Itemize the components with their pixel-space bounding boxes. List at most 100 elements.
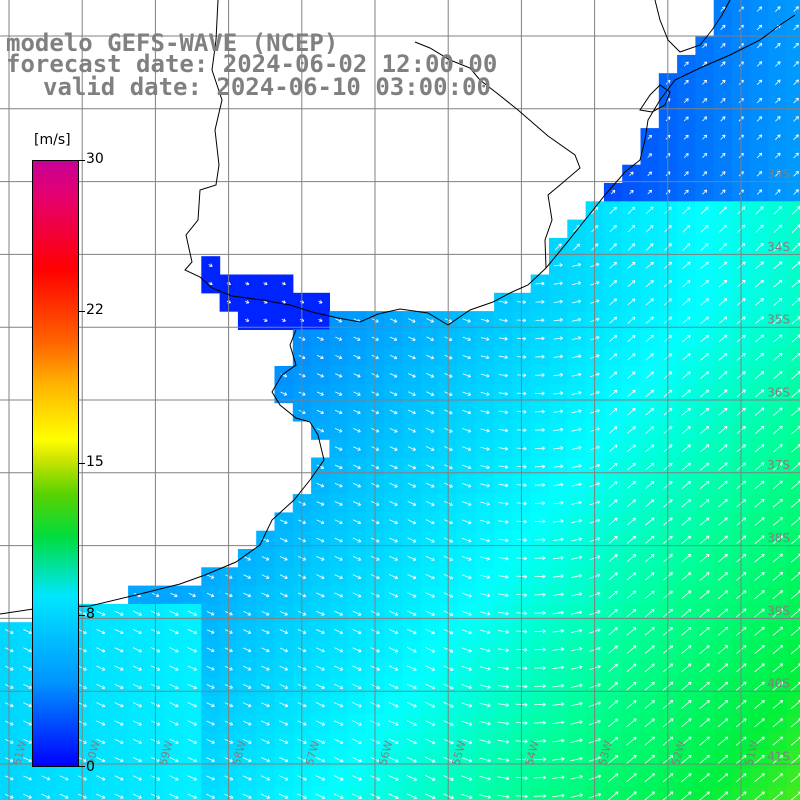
wind-arrow [702, 116, 708, 122]
wind-cell [695, 274, 715, 294]
wind-arrow [498, 373, 508, 378]
wind-arrow [627, 261, 636, 269]
wind-cell [622, 237, 642, 257]
wind-arrow [408, 318, 416, 323]
wind-cell [677, 512, 696, 532]
wind-arrow [608, 408, 618, 416]
wind-arrow [335, 318, 343, 323]
wind-cell [201, 786, 221, 800]
wind-arrow [408, 354, 416, 360]
wind-cell [713, 677, 733, 696]
wind-cell [603, 183, 623, 202]
wind-arrow [645, 243, 654, 251]
wind-cell [695, 567, 715, 587]
wind-cell [750, 420, 770, 440]
wind-arrow [793, 79, 799, 86]
wind-arrow [647, 171, 652, 177]
wind-cell [768, 54, 788, 74]
wind-cell [677, 640, 696, 660]
wind-cell [603, 567, 623, 587]
wind-arrow [407, 427, 416, 433]
wind-cell [603, 786, 623, 800]
wind-arrow [682, 206, 691, 215]
wind-arrow [773, 352, 783, 361]
wind-cell [713, 311, 733, 330]
wind-cell [713, 658, 733, 678]
wind-arrow [245, 300, 250, 304]
wind-arrow [462, 428, 472, 433]
wind-arrow [756, 43, 763, 49]
wind-cell [713, 384, 733, 404]
wind-arrow [480, 373, 490, 378]
wind-arrow [718, 224, 727, 233]
wind-cell [713, 530, 733, 550]
wind-arrow [756, 97, 763, 104]
wind-cell [549, 786, 568, 800]
wind-arrow [389, 391, 398, 396]
wind-arrow [647, 134, 652, 140]
wind-arrow [773, 371, 783, 380]
wind-arrow [353, 354, 361, 360]
wind-cell [786, 494, 800, 513]
wind-arrow [353, 428, 361, 433]
wind-arrow [681, 389, 691, 398]
wind-cell [677, 384, 696, 404]
wind-cell [603, 237, 623, 257]
wind-arrow [645, 408, 655, 416]
wind-cell [640, 237, 660, 257]
wind-arrow [645, 316, 654, 324]
wind-cell [36, 786, 56, 800]
wind-cell [695, 201, 715, 221]
wind-cell [622, 402, 642, 422]
wind-arrow [775, 116, 781, 122]
wind-cell [713, 695, 733, 715]
wind-arrow [755, 242, 764, 252]
wind-arrow [718, 334, 728, 343]
wind-arrow [682, 243, 691, 251]
wind-arrow [645, 261, 654, 269]
wind-arrow [498, 410, 508, 415]
wind-cell [695, 457, 715, 477]
wind-cell [677, 420, 696, 440]
wind-arrow [389, 427, 398, 433]
wind-cell [750, 73, 770, 93]
wind-cell [622, 384, 642, 404]
wind-cell [530, 786, 550, 800]
wind-cell [164, 786, 184, 800]
wind-cell [677, 256, 696, 276]
wind-cell [713, 439, 733, 459]
wind-arrow [610, 189, 616, 195]
wind-arrow [773, 206, 782, 215]
wind-cell [768, 146, 788, 166]
wind-arrow [353, 391, 361, 396]
wind-arrow [756, 152, 763, 159]
wind-arrow [645, 280, 654, 288]
wind-arrow [263, 318, 268, 322]
wind-cell [750, 347, 770, 367]
wind-arrow [571, 372, 582, 377]
wind-cell [750, 530, 770, 550]
wind-arrow [462, 318, 471, 323]
wind-arrow [775, 42, 781, 49]
wind-arrow [498, 428, 509, 433]
wind-arrow [498, 391, 508, 396]
wind-arrow [535, 373, 545, 378]
wind-cell [713, 512, 733, 532]
wind-cell [622, 420, 642, 440]
wind-arrow [700, 224, 709, 233]
wind-arrow [775, 152, 781, 159]
wind-arrow [647, 153, 652, 158]
wind-cell [695, 219, 715, 239]
wind-cell [750, 256, 770, 276]
wind-cell [750, 475, 770, 495]
wind-arrow [335, 391, 343, 396]
wind-cell [768, 164, 788, 184]
wind-arrow [755, 316, 764, 325]
wind-cell [695, 347, 715, 367]
wind-cell [603, 292, 623, 312]
wind-cell [640, 420, 660, 440]
wind-cell [786, 54, 800, 74]
wind-cell [677, 567, 696, 587]
wind-arrow [480, 446, 490, 451]
wind-arrow [702, 189, 708, 195]
